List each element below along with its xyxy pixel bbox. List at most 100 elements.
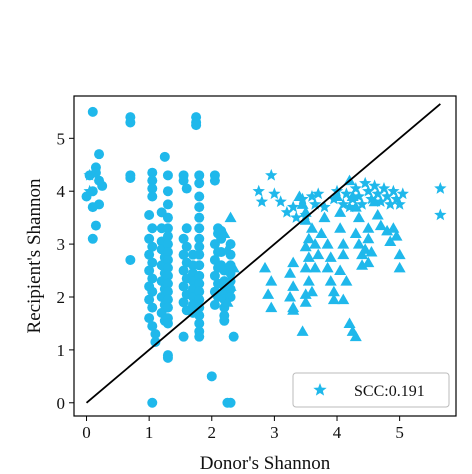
triangle-point xyxy=(305,285,318,297)
triangle-point xyxy=(334,264,347,276)
triangle-point xyxy=(390,230,403,241)
star-point xyxy=(377,182,391,194)
circle-point xyxy=(150,329,161,340)
circle-point xyxy=(147,302,158,313)
legend-box xyxy=(292,372,450,408)
star-point xyxy=(287,200,300,213)
triangle-point xyxy=(265,301,278,313)
circle-point xyxy=(144,233,155,244)
circle-point xyxy=(162,286,173,297)
triangle-point xyxy=(324,275,337,286)
triangle-point xyxy=(387,222,400,233)
circle-point xyxy=(194,331,205,342)
circle-point xyxy=(162,212,173,223)
star-point xyxy=(343,200,356,213)
triangle-point xyxy=(334,222,347,233)
triangle-point xyxy=(218,227,231,239)
circle-point xyxy=(225,397,236,408)
circle-point xyxy=(216,247,227,258)
star-point xyxy=(252,184,265,197)
triangle-point xyxy=(327,293,340,305)
circle-point xyxy=(162,254,173,265)
y-tick-label: 1 xyxy=(57,341,66,360)
star-point xyxy=(434,208,447,221)
star-point xyxy=(290,211,303,223)
circle-point xyxy=(144,249,155,260)
triangle-point xyxy=(352,238,365,249)
star-point xyxy=(355,197,369,210)
circle-point xyxy=(125,172,136,183)
circle-point xyxy=(194,241,205,252)
triangle-point xyxy=(302,275,315,286)
circle-point xyxy=(194,278,205,289)
circle-point xyxy=(162,223,173,234)
star-point xyxy=(393,197,406,210)
fit-line xyxy=(85,103,441,404)
triangle-point xyxy=(371,209,384,220)
triangle-point xyxy=(299,296,312,307)
triangle-point xyxy=(262,288,275,299)
circle-point xyxy=(194,318,205,329)
circle-point xyxy=(194,294,205,305)
triangle-point xyxy=(284,267,297,278)
triangle-point xyxy=(299,240,312,252)
triangle-point xyxy=(309,238,322,249)
circle-point xyxy=(162,278,173,289)
star-point xyxy=(387,184,400,197)
triangle-point xyxy=(384,235,397,246)
circle-point xyxy=(162,231,173,242)
circle-point xyxy=(87,106,98,117)
circle-point xyxy=(209,270,220,281)
star-point xyxy=(280,205,294,218)
x-tick-label: 3 xyxy=(270,423,279,442)
circle-point xyxy=(162,318,173,329)
circle-point xyxy=(162,270,173,281)
plot-area xyxy=(73,95,457,417)
circle-point xyxy=(162,239,173,250)
star-point xyxy=(83,168,96,181)
x-tick-label: 1 xyxy=(145,423,154,442)
circle-point xyxy=(147,241,158,252)
triangle-point xyxy=(362,232,375,244)
circle-point xyxy=(162,262,173,273)
circle-point xyxy=(144,265,155,276)
circle-point xyxy=(178,233,189,244)
star-point xyxy=(308,197,322,210)
triangle-point xyxy=(299,288,312,299)
star-point xyxy=(83,184,96,197)
circle-point xyxy=(162,302,173,313)
circle-point xyxy=(178,281,189,292)
circle-point xyxy=(90,220,101,231)
triangle-point xyxy=(265,275,278,286)
star-point xyxy=(390,192,403,205)
star-point xyxy=(305,190,319,202)
triangle-point xyxy=(349,330,362,342)
triangle-point xyxy=(340,275,353,286)
y-tick-label: 5 xyxy=(57,129,66,148)
circle-point xyxy=(147,183,158,194)
triangle-point xyxy=(327,285,340,297)
triangle-point xyxy=(337,293,350,305)
triangle-point xyxy=(296,198,309,209)
star-point xyxy=(255,195,269,208)
triangle-point xyxy=(381,224,394,236)
circle-point xyxy=(181,223,192,234)
triangle-point xyxy=(337,238,350,249)
circle-point xyxy=(194,223,205,234)
circle-point xyxy=(178,249,189,260)
circle-point xyxy=(194,249,205,260)
triangle-point xyxy=(299,214,312,225)
star-point xyxy=(327,192,341,205)
circle-point xyxy=(94,149,105,160)
triangle-point xyxy=(224,280,237,291)
circle-point xyxy=(147,257,158,268)
star-point xyxy=(346,192,359,205)
circle-point xyxy=(147,175,158,186)
circle-point xyxy=(194,170,205,181)
triangle-point xyxy=(259,261,271,273)
triangle-point xyxy=(315,227,328,239)
triangle-point xyxy=(393,248,406,260)
triangle-point xyxy=(312,248,325,260)
y-axis-title: Recipient's Shannon xyxy=(24,178,45,333)
circle-point xyxy=(87,202,98,213)
